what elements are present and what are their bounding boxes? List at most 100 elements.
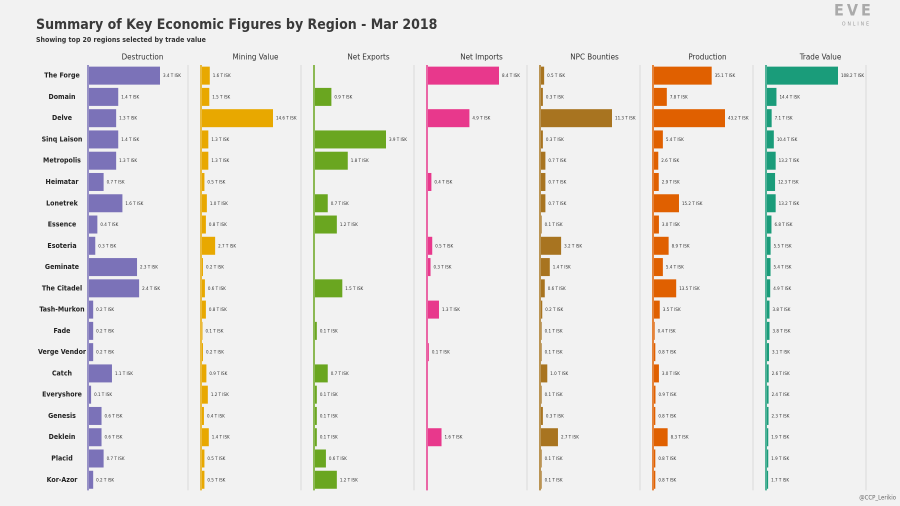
category-label: Lonetrek	[46, 199, 78, 207]
bar	[654, 151, 659, 170]
value-label: 1.4 T ISK	[121, 137, 139, 143]
value-label: 0.1 T ISK	[545, 477, 563, 483]
value-label: 1.4 T ISK	[121, 94, 139, 100]
bar	[767, 215, 772, 234]
value-label: 0.6 T ISK	[105, 435, 123, 441]
value-label: 0.1 T ISK	[545, 456, 563, 462]
bar	[89, 300, 94, 319]
bar	[89, 406, 102, 425]
value-label: 0.2 T ISK	[96, 307, 114, 313]
value-label: 12.3 T ISK	[778, 179, 799, 185]
bar	[654, 194, 679, 213]
value-label: 0.1 T ISK	[320, 435, 338, 441]
bar	[428, 300, 439, 319]
bar	[654, 215, 659, 234]
bar	[541, 151, 546, 170]
value-label: 2.7 T ISK	[218, 243, 236, 249]
chart-subtitle: Showing top 20 regions selected by trade…	[36, 36, 206, 44]
value-label: 0.6 T ISK	[548, 286, 566, 292]
category-label: The Forge	[44, 72, 79, 80]
value-label: 0.8 T ISK	[658, 477, 676, 483]
panel-header: Net Exports	[347, 53, 389, 62]
bar	[315, 385, 317, 404]
value-label: 3.5 T ISK	[663, 307, 681, 313]
bar	[89, 194, 123, 213]
panel-header: Production	[688, 53, 726, 62]
bar	[315, 449, 326, 468]
bar	[202, 87, 210, 106]
value-label: 0.4 T ISK	[100, 222, 118, 228]
value-label: 1.2 T ISK	[340, 222, 358, 228]
value-label: 1.3 T ISK	[211, 137, 229, 143]
value-label: 0.3 T ISK	[546, 94, 564, 100]
value-label: 1.2 T ISK	[211, 392, 229, 398]
bar	[541, 428, 558, 447]
value-label: 0.6 T ISK	[208, 286, 226, 292]
value-label: 0.1 T ISK	[205, 328, 223, 334]
value-label: 0.1 T ISK	[432, 350, 450, 356]
bar	[767, 300, 770, 319]
value-label: 0.8 T ISK	[658, 350, 676, 356]
category-label: Fade	[54, 327, 71, 335]
bar	[654, 321, 655, 340]
value-label: 0.2 T ISK	[206, 350, 224, 356]
bar	[202, 343, 203, 362]
category-label: Esoteria	[47, 242, 76, 250]
bar	[89, 130, 119, 149]
value-label: 3.8 T ISK	[772, 307, 790, 313]
value-label: 3.8 T ISK	[772, 328, 790, 334]
bar	[654, 109, 725, 128]
bar	[767, 194, 776, 213]
value-label: 2.6 T ISK	[661, 158, 679, 164]
bar	[315, 364, 328, 383]
category-label: The Citadel	[42, 284, 82, 292]
category-label: Domain	[48, 93, 75, 101]
bar	[202, 385, 208, 404]
category-label: Catch	[52, 369, 72, 377]
value-label: 0.4 T ISK	[658, 328, 676, 334]
category-label: Deklein	[49, 433, 76, 441]
value-label: 0.7 T ISK	[548, 201, 566, 207]
value-label: 0.5 T ISK	[207, 456, 225, 462]
bar	[767, 66, 838, 85]
bar	[541, 130, 543, 149]
value-label: 1.3 T ISK	[442, 307, 460, 313]
value-label: 5.5 T ISK	[774, 243, 792, 249]
value-label: 14.6 T ISK	[276, 116, 297, 122]
value-label: 3.9 T ISK	[389, 137, 407, 143]
value-label: 13.5 T ISK	[679, 286, 700, 292]
value-label: 0.2 T ISK	[96, 328, 114, 334]
value-label: 7.8 T ISK	[670, 94, 688, 100]
value-label: 3.2 T ISK	[564, 243, 582, 249]
bar	[541, 87, 543, 106]
value-label: 0.4 T ISK	[434, 179, 452, 185]
category-label: Geminate	[45, 263, 79, 271]
bar	[89, 385, 92, 404]
bar	[767, 130, 774, 149]
value-label: 0.2 T ISK	[206, 265, 224, 271]
value-label: 1.9 T ISK	[771, 456, 789, 462]
bar	[428, 236, 433, 255]
value-label: 1.6 T ISK	[125, 201, 143, 207]
value-label: 3.0 T ISK	[662, 371, 680, 377]
bar	[315, 151, 348, 170]
bar	[428, 343, 429, 362]
bar	[654, 449, 656, 468]
bar	[767, 279, 771, 298]
value-label: 0.1 T ISK	[94, 392, 112, 398]
bar	[202, 364, 207, 383]
bar	[767, 151, 776, 170]
bar	[315, 428, 317, 447]
bar	[315, 215, 337, 234]
bar	[202, 130, 209, 149]
bar	[654, 258, 663, 277]
value-label: 0.1 T ISK	[545, 222, 563, 228]
value-label: 108.2 T ISK	[841, 73, 864, 79]
value-label: 0.5 T ISK	[207, 477, 225, 483]
bar	[541, 279, 545, 298]
value-label: 2.9 T ISK	[662, 179, 680, 185]
value-label: 0.3 T ISK	[546, 137, 564, 143]
value-label: 2.3 T ISK	[772, 413, 790, 419]
value-label: 0.5 T ISK	[207, 179, 225, 185]
value-label: 0.8 T ISK	[658, 456, 676, 462]
